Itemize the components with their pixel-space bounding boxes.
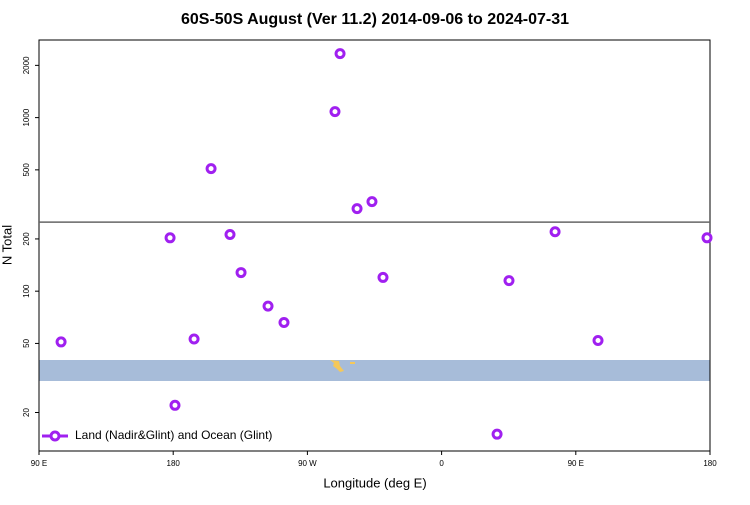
- chart-title: 60S-50S August (Ver 11.2) 2014-09-06 to …: [181, 11, 569, 28]
- point: [351, 203, 363, 215]
- point: [55, 336, 67, 348]
- x-axis-label: Longitude (deg E): [323, 475, 426, 490]
- point: [262, 300, 274, 312]
- point: [169, 399, 181, 411]
- point: [549, 226, 561, 238]
- point: [164, 232, 176, 244]
- point: [188, 333, 200, 345]
- y-tick-label: 50: [22, 338, 31, 347]
- legend-swatch: [49, 430, 61, 442]
- point: [592, 334, 604, 346]
- y-axis-label: N Total: [0, 225, 14, 265]
- point: [205, 163, 217, 175]
- land-area: [350, 362, 355, 364]
- point: [701, 232, 713, 244]
- x-tick-label: 90 W: [298, 459, 317, 468]
- point: [224, 229, 236, 241]
- legend-label: Land (Nadir&Glint) and Ocean (Glint): [75, 428, 272, 442]
- y-tick-label: 20: [22, 407, 31, 416]
- y-tick-label: 2000: [22, 56, 31, 74]
- plot-frame: [38, 39, 711, 452]
- x-tick-label: 90 E: [31, 459, 47, 468]
- point: [491, 428, 503, 440]
- point: [334, 48, 346, 60]
- point: [235, 267, 247, 279]
- y-tick-label: 200: [22, 232, 31, 246]
- x-tick-label: 0: [439, 459, 444, 468]
- x-tick-label: 180: [703, 459, 717, 468]
- point: [329, 106, 341, 118]
- y-tick-label: 100: [22, 284, 31, 298]
- land-area: [330, 360, 344, 372]
- point: [278, 316, 290, 328]
- y-tick-label: 1000: [22, 108, 31, 126]
- latitude-band-map: [39, 360, 710, 381]
- point: [377, 271, 389, 283]
- point: [366, 196, 378, 208]
- x-tick-label: 180: [167, 459, 181, 468]
- x-tick-label: 90 E: [568, 459, 584, 468]
- point: [503, 275, 515, 287]
- y-tick-label: 500: [22, 163, 31, 177]
